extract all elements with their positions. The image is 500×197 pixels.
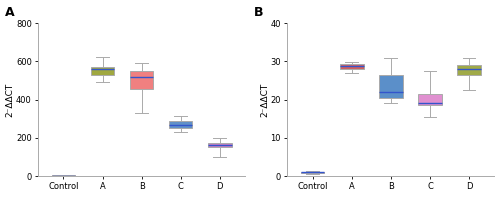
- Text: A: A: [5, 6, 15, 19]
- Bar: [458, 65, 481, 75]
- Text: B: B: [254, 6, 264, 19]
- Bar: [418, 94, 442, 105]
- Y-axis label: 2⁻ΔΔCT: 2⁻ΔΔCT: [260, 83, 269, 117]
- Bar: [208, 143, 232, 147]
- Bar: [52, 175, 75, 176]
- Bar: [169, 121, 192, 128]
- Bar: [340, 64, 363, 69]
- Bar: [379, 75, 402, 98]
- Bar: [301, 172, 324, 173]
- Bar: [130, 71, 154, 89]
- Y-axis label: 2⁻ΔΔCT: 2⁻ΔΔCT: [6, 83, 15, 117]
- Bar: [91, 67, 114, 75]
